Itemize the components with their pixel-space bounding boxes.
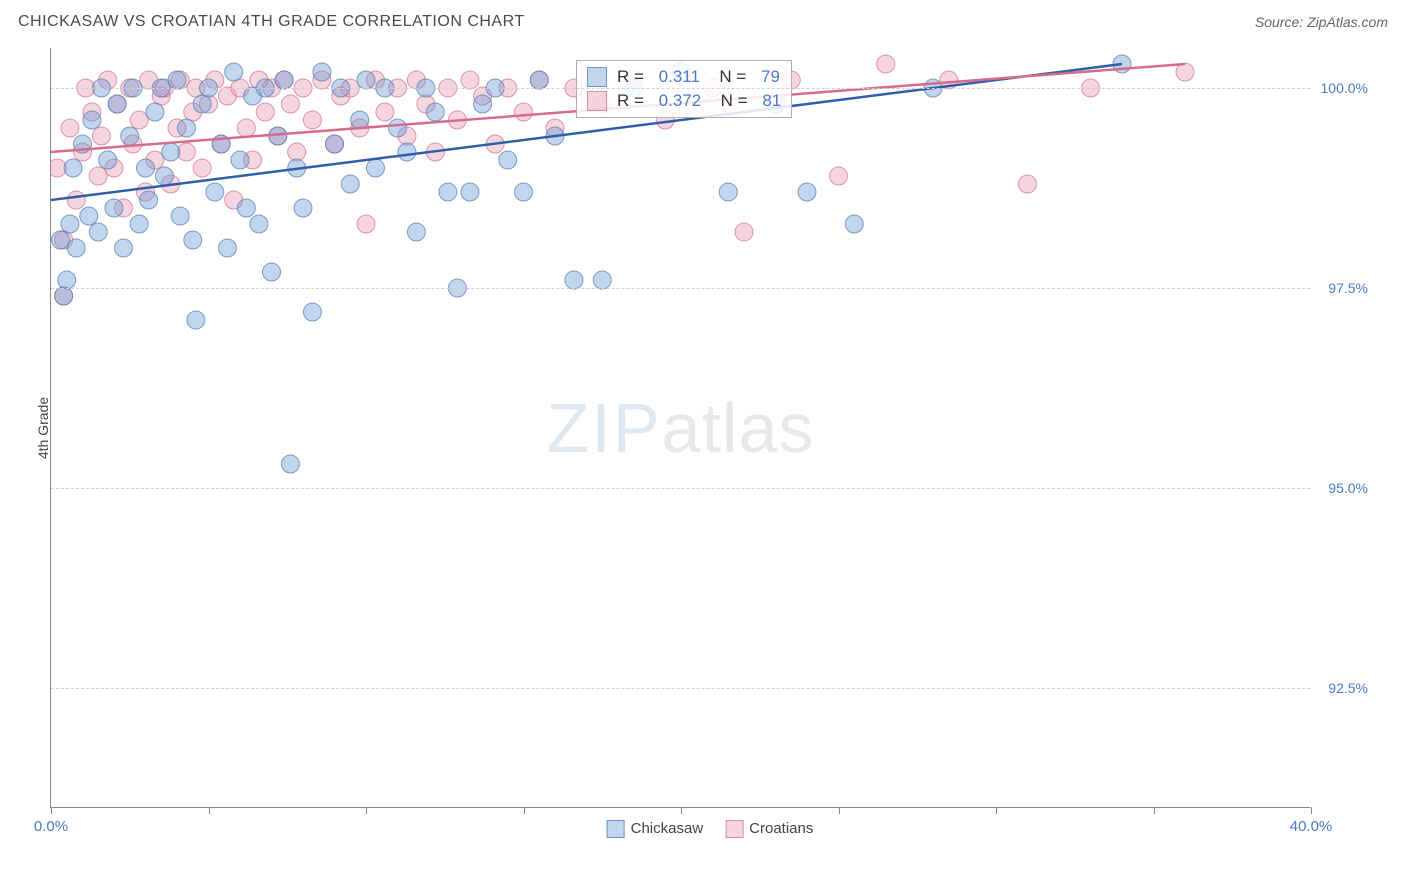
legend-label: Chickasaw [631, 820, 704, 837]
gridline-h [51, 288, 1310, 289]
chart-svg [51, 48, 1311, 808]
stats-row-chickasaw: R = 0.311 N = 79 [587, 65, 781, 89]
x-tick [1311, 807, 1312, 814]
source-label: Source: ZipAtlas.com [1255, 14, 1388, 30]
x-tick [209, 807, 210, 814]
stats-r-value: 0.311 [659, 67, 700, 87]
legend-item-croatians: Croatians [725, 820, 813, 838]
stats-n-value: 81 [762, 91, 781, 111]
x-tick [524, 807, 525, 814]
chart-header: CHICKASAW VS CROATIAN 4TH GRADE CORRELAT… [0, 0, 1406, 44]
y-tick-label: 97.5% [1328, 280, 1368, 296]
stats-n-value: 79 [761, 67, 780, 87]
x-tick [366, 807, 367, 814]
legend-bottom: Chickasaw Croatians [607, 820, 814, 838]
legend-swatch-icon [607, 820, 625, 838]
legend-swatch-icon [725, 820, 743, 838]
plot-area: ZIPatlas R = 0.311 N = 79R = 0.372 N = 8… [50, 48, 1310, 808]
stats-swatch-icon [587, 67, 607, 87]
x-tick-label: 40.0% [1290, 818, 1333, 835]
stats-swatch-icon [587, 91, 607, 111]
stats-n-label: N = [711, 91, 752, 111]
legend-label: Croatians [749, 820, 813, 837]
x-tick [996, 807, 997, 814]
legend-item-chickasaw: Chickasaw [607, 820, 704, 838]
stats-r-label: R = [617, 91, 649, 111]
x-tick [51, 807, 52, 814]
x-tick [681, 807, 682, 814]
gridline-h [51, 488, 1310, 489]
gridline-h [51, 88, 1310, 89]
watermark-atlas: atlas [662, 389, 815, 467]
stats-legend-box: R = 0.311 N = 79R = 0.372 N = 81 [576, 60, 792, 118]
x-tick [1154, 807, 1155, 814]
x-tick-label: 0.0% [34, 818, 68, 835]
watermark: ZIPatlas [547, 388, 815, 468]
chart-title: CHICKASAW VS CROATIAN 4TH GRADE CORRELAT… [18, 13, 525, 31]
stats-r-label: R = [617, 67, 649, 87]
stats-r-value: 0.372 [659, 91, 702, 111]
gridline-h [51, 688, 1310, 689]
y-tick-label: 95.0% [1328, 480, 1368, 496]
y-tick-label: 100.0% [1321, 80, 1368, 96]
watermark-zip: ZIP [547, 389, 662, 467]
stats-row-croatians: R = 0.372 N = 81 [587, 89, 781, 113]
plot-container: 4th Grade ZIPatlas R = 0.311 N = 79R = 0… [50, 48, 1370, 808]
stats-n-label: N = [710, 67, 751, 87]
y-axis-label: 4th Grade [35, 397, 51, 459]
y-tick-label: 92.5% [1328, 680, 1368, 696]
x-tick [839, 807, 840, 814]
